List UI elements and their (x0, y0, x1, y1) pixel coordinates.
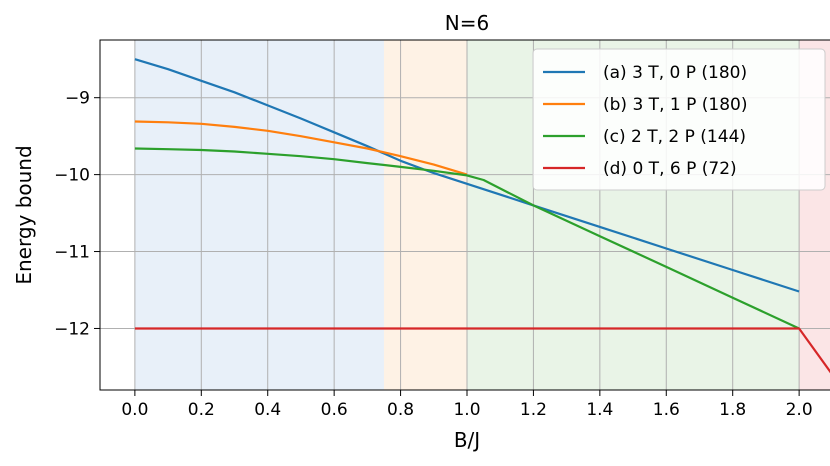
x-tick-label: 1.8 (719, 400, 746, 420)
x-tick-label: 0.2 (188, 400, 215, 420)
y-tick-label: −11 (54, 243, 90, 263)
x-tick-label: 1.4 (586, 400, 613, 420)
legend-box (532, 48, 826, 191)
x-tick-label: 0.4 (254, 400, 281, 420)
x-tick-label: 0.8 (387, 400, 414, 420)
series-lines (134, 58, 830, 374)
x-tick-label: 0.0 (121, 400, 148, 420)
legend-label-3: (d) 0 T, 6 P (72) (603, 159, 737, 179)
y-axis-label: Energy bound (12, 145, 36, 284)
y-tick-label: −9 (65, 89, 90, 109)
series-line-0 (134, 58, 800, 293)
x-tick-label: 2.0 (786, 400, 813, 420)
chart-title: N=6 (445, 11, 489, 35)
x-axis-label: B/J (454, 428, 480, 452)
region-1 (383, 40, 467, 390)
series-line-3 (134, 327, 830, 374)
legend-label-1: (b) 3 T, 1 P (180) (603, 95, 747, 115)
legend-label-0: (a) 3 T, 0 P (180) (603, 63, 747, 83)
series-line-2 (134, 147, 800, 330)
legend-label-2: (c) 2 T, 2 P (144) (603, 127, 746, 147)
x-tick-label: 0.6 (321, 400, 348, 420)
x-tick-label: 1.2 (520, 400, 547, 420)
region-0 (134, 40, 384, 390)
legend: (a) 3 T, 0 P (180) (b) 3 T, 1 P (180) (c) … (532, 48, 826, 191)
x-tick-label: 1.6 (653, 400, 680, 420)
y-axis-ticks: −9 −10 −11 −12 (54, 89, 100, 339)
series-line-1 (134, 120, 468, 176)
y-tick-label: −12 (54, 319, 90, 339)
y-tick-label: −10 (54, 166, 90, 186)
x-tick-label: 1.0 (453, 400, 480, 420)
x-axis-ticks: 0.0 0.2 0.4 0.6 0.8 1.0 1.2 1.4 1.6 1.8 2.0 (121, 390, 813, 420)
